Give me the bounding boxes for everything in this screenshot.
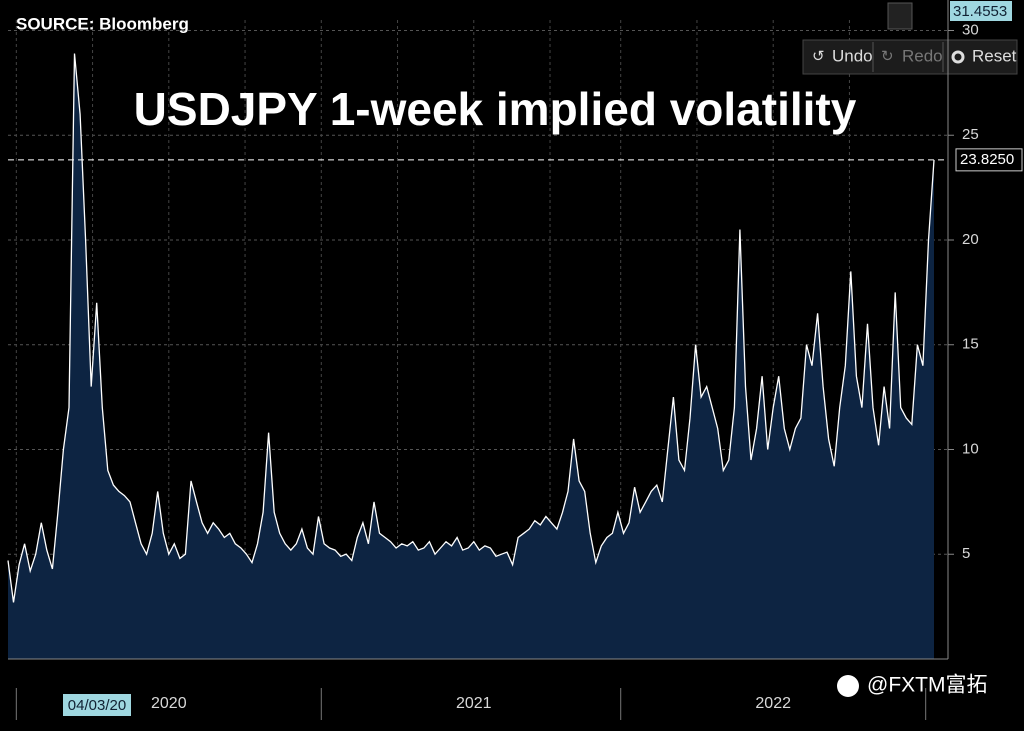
source: SOURCE: Bloomberg <box>16 14 189 33</box>
reset-button[interactable]: Reset <box>972 46 1017 65</box>
watermark-icon <box>837 675 859 697</box>
top-value-label: 31.4553 <box>953 3 1007 20</box>
redo-icon: ↻ <box>881 48 894 65</box>
undo-icon: ↺ <box>812 48 825 65</box>
plot <box>7 53 935 659</box>
y-tick-label: 10 <box>962 440 979 457</box>
y-tick-label: 15 <box>962 336 979 353</box>
chart-type-button[interactable] <box>887 2 913 30</box>
top-value-box <box>950 1 1012 21</box>
chart-title: USDJPY 1-week implied volatility <box>134 83 857 135</box>
undo-button[interactable]: Undo <box>832 46 873 65</box>
y-tick-label: 5 <box>962 545 970 562</box>
line <box>7 53 935 603</box>
y-tick-label: 30 <box>962 21 979 38</box>
last-value-box <box>955 148 1023 172</box>
cursor-label-box <box>63 694 131 716</box>
y-tick-label: 20 <box>962 231 979 248</box>
area <box>8 53 934 659</box>
y-tick-label: 25 <box>962 126 979 143</box>
x-tick-label: 2021 <box>456 695 492 712</box>
reset-icon <box>951 50 965 64</box>
toolbar <box>802 39 1018 75</box>
redo-button[interactable]: Redo <box>902 46 943 65</box>
cursor-label: 04/03/20 <box>68 697 126 714</box>
watermark: @FXTM富拓 <box>867 674 987 697</box>
last-value-label: 23.8250 <box>960 151 1014 168</box>
x-tick-label: 2020 <box>151 695 187 712</box>
x-tick-label: 2022 <box>755 695 791 712</box>
